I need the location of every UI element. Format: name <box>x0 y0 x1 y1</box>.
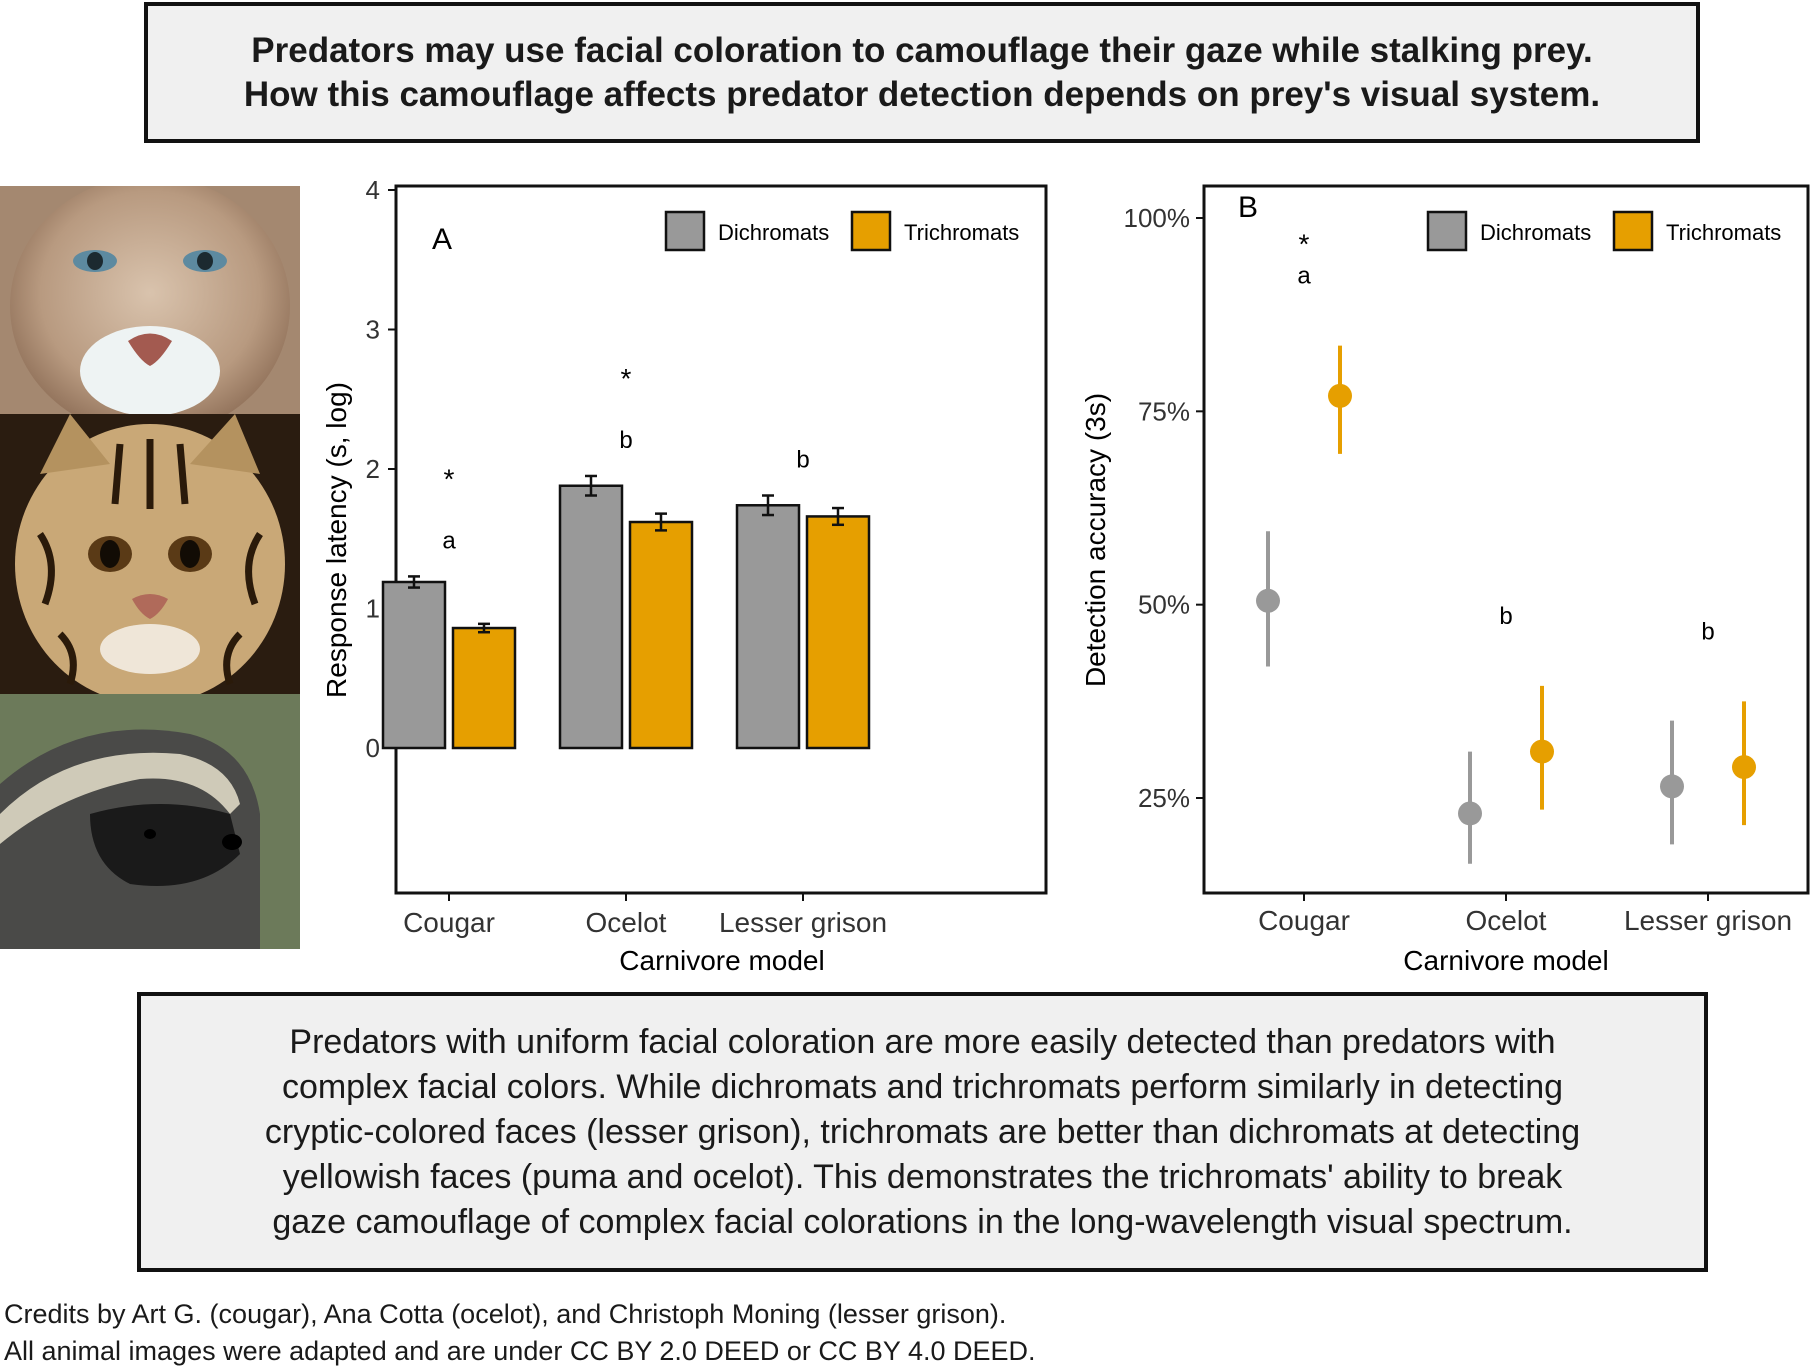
chart-a-frame <box>394 184 1048 895</box>
chart-b-x-tick-label: Ocelot <box>1466 905 1547 936</box>
chart-b-point <box>1256 588 1280 613</box>
chart-a-y-axis: 0 1 2 3 4 <box>366 180 396 763</box>
ocelot-photo <box>0 414 300 694</box>
header-line-1: Predators may use facial coloration to c… <box>251 30 1593 70</box>
chart-b-y-tick-label: 100% <box>1124 203 1191 233</box>
chart-a-x-tick-label: Cougar <box>403 907 495 938</box>
chart-a-y-tick-label: 0 <box>366 733 380 763</box>
chart-a-bar <box>735 504 801 750</box>
chart-b-letter-label: a <box>1297 263 1311 290</box>
chart-a-legend-swatch-trichromats <box>850 210 892 252</box>
chart-b-x-tick-label: Lesser grison <box>1624 905 1792 936</box>
chart-b-x-ticks: Cougar Ocelot Lesser grison <box>1258 893 1792 936</box>
chart-a-xlabel: Carnivore model <box>619 945 824 976</box>
header-line-2: How this camouflage affects predator det… <box>243 74 1601 114</box>
chart-a-x-tick-label: Lesser grison <box>719 907 887 938</box>
chart-a-x-ticks: Cougar Ocelot Lesser grison <box>403 893 887 938</box>
grison-photo <box>0 694 300 949</box>
chart-b-xlabel: Carnivore model <box>1403 945 1608 976</box>
summary-line-5: gaze camouflage of complex facial colora… <box>272 1202 1573 1241</box>
chart-a-legend-dichromats: Dichromats <box>718 220 829 245</box>
chart-a-bar <box>381 580 447 750</box>
cougar-face-icon <box>0 186 300 414</box>
chart-b-letter-label: b <box>1701 618 1714 645</box>
chart-b: B 25% 50% 75% 100% a * b b Cougar Ocelot Lesser … <box>1080 184 1810 976</box>
chart-a-annotations: a * b * b <box>442 363 809 554</box>
chart-b-legend-dichromats: Dichromats <box>1480 220 1591 245</box>
summary-line-3: cryptic-colored faces (lesser grison), t… <box>264 1112 1581 1151</box>
chart-b-significance-star: * <box>1299 229 1310 260</box>
grison-face-icon <box>0 694 300 949</box>
ocelot-face-icon <box>0 414 300 694</box>
chart-b-point <box>1732 755 1756 780</box>
header-box: Predators may use facial coloration to c… <box>144 2 1700 143</box>
chart-b-y-tick-label: 50% <box>1138 590 1190 620</box>
chart-b-y-tick-label: 75% <box>1138 396 1190 426</box>
summary-line-2: complex facial colors. While dichromats … <box>281 1067 1564 1106</box>
chart-a-bar <box>628 520 694 750</box>
chart-a-panel-label: A <box>432 223 452 256</box>
chart-b-legend-swatch-trichromats <box>1612 210 1654 252</box>
chart-a-letter-label: a <box>442 527 456 554</box>
chart-a-bar <box>805 515 871 750</box>
chart-b-letter-label: b <box>1499 603 1512 630</box>
credits-line-1: Credits by Art G. (cougar), Ana Cotta (o… <box>4 1299 1007 1329</box>
chart-b-point <box>1328 383 1352 408</box>
chart-b-y-tick-label: 25% <box>1138 783 1190 813</box>
chart-b-point <box>1660 774 1684 799</box>
chart-b-ylabel: Detection accuracy (3s) <box>1080 393 1111 687</box>
chart-b-legend-trichromats: Trichromats <box>1666 220 1781 245</box>
chart-b-point <box>1530 739 1554 764</box>
credits: Credits by Art G. (cougar), Ana Cotta (o… <box>4 1296 1036 1370</box>
summary-box: Predators with uniform facial coloration… <box>137 992 1708 1272</box>
cougar-photo <box>0 186 300 414</box>
chart-a-letter-label: b <box>796 447 809 474</box>
chart-a-bar <box>451 626 517 750</box>
chart-b-frame <box>1202 184 1810 895</box>
chart-a-y-tick-label: 1 <box>366 594 380 624</box>
chart-a-y-tick-label: 4 <box>366 180 380 205</box>
chart-b-point <box>1458 801 1482 826</box>
chart-a-error-bars <box>408 474 844 634</box>
chart-b-x-tick-label: Cougar <box>1258 905 1350 936</box>
chart-a-letter-label: b <box>619 427 632 454</box>
chart-a-legend-trichromats: Trichromats <box>904 220 1019 245</box>
summary-line-1: Predators with uniform facial coloration… <box>289 1022 1556 1061</box>
chart-b-y-axis: 25% 50% 75% 100% <box>1124 203 1204 813</box>
credits-line-2: All animal images were adapted and are u… <box>4 1336 1036 1366</box>
chart-b-points <box>1256 345 1756 864</box>
chart-a-significance-star: * <box>444 463 455 494</box>
chart-a-legend-swatch-dichromats <box>664 210 706 252</box>
chart-a-bar <box>558 484 624 750</box>
chart-a-significance-star: * <box>621 363 632 394</box>
chart-a-y-tick-label: 2 <box>366 454 380 484</box>
chart-b-panel-label: B <box>1238 191 1258 224</box>
chart-b-annotations: a * b b <box>1297 229 1714 646</box>
chart-a-ylabel: Response latency (s, log) <box>321 382 352 698</box>
chart-b-legend-swatch-dichromats <box>1426 210 1468 252</box>
summary-line-4: yellowish faces (puma and ocelot). This … <box>282 1157 1563 1196</box>
chart-a-y-tick-label: 3 <box>366 315 380 345</box>
chart-a-x-tick-label: Ocelot <box>586 907 667 938</box>
